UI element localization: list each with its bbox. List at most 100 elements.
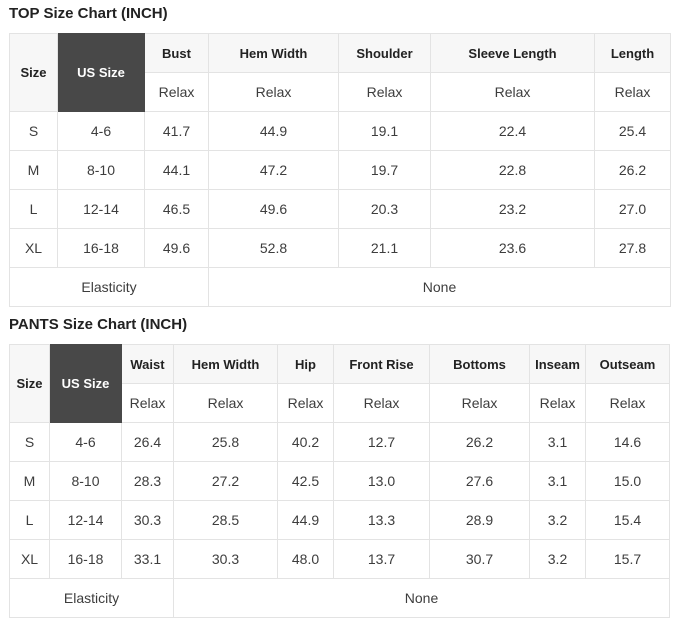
fit-type-cell: Relax — [338, 72, 431, 112]
size-row-s: S 4-6 26.4 25.8 40.2 12.7 26.2 3.1 14.6 — [9, 422, 670, 462]
size-cell: S — [9, 111, 58, 151]
measurement-cell: 46.5 — [144, 189, 209, 229]
fit-type-cell: Relax — [585, 383, 670, 423]
size-row-xl: XL 16-18 33.1 30.3 48.0 13.7 30.7 3.2 15.7 — [9, 539, 670, 579]
measurement-cell: 13.3 — [333, 500, 430, 540]
measurement-cell: 26.2 — [594, 150, 671, 190]
measurement-cell: 3.1 — [529, 461, 586, 501]
column-header-bottoms: Bottoms — [429, 344, 530, 384]
size-cell: M — [9, 461, 50, 501]
fit-type-row: Relax Relax Relax Relax Relax Relax Relax — [10, 383, 670, 423]
measurement-cell: 19.1 — [338, 111, 431, 151]
measurement-cell: 49.6 — [144, 228, 209, 268]
column-header-length: Length — [594, 33, 671, 73]
column-header-hip: Hip — [277, 344, 334, 384]
measurement-cell: 21.1 — [338, 228, 431, 268]
measurement-cell: 44.9 — [208, 111, 339, 151]
column-header-outseam: Outseam — [585, 344, 670, 384]
fit-type-cell: Relax — [208, 72, 339, 112]
elasticity-value-cell: None — [173, 578, 670, 618]
measurement-cell: 26.2 — [429, 422, 530, 462]
elasticity-value-cell: None — [208, 267, 671, 307]
measurement-cell: 41.7 — [144, 111, 209, 151]
us-size-cell: 16-18 — [57, 228, 145, 268]
column-header-shoulder: Shoulder — [338, 33, 431, 73]
size-row-xl: XL 16-18 49.6 52.8 21.1 23.6 27.8 — [9, 228, 671, 268]
size-cell: S — [9, 422, 50, 462]
measurement-cell: 25.8 — [173, 422, 278, 462]
fit-type-cell: Relax — [529, 383, 586, 423]
column-header-hem-width: Hem Width — [173, 344, 278, 384]
fit-type-cell: Relax — [429, 383, 530, 423]
column-header-waist: Waist — [121, 344, 174, 384]
size-cell: XL — [9, 539, 50, 579]
column-header-bust: Bust — [144, 33, 209, 73]
measurement-cell: 40.2 — [277, 422, 334, 462]
us-size-cell: 4-6 — [57, 111, 145, 151]
us-size-cell: 12-14 — [49, 500, 122, 540]
pants-chart-title: PANTS Size Chart (INCH) — [9, 316, 188, 333]
size-cell: XL — [9, 228, 58, 268]
fit-type-cell: Relax — [173, 383, 278, 423]
measurement-cell: 23.2 — [430, 189, 595, 229]
size-row-m: M 8-10 28.3 27.2 42.5 13.0 27.6 3.1 15.0 — [9, 461, 670, 501]
fit-type-cell: Relax — [144, 72, 209, 112]
elasticity-row: Elasticity None — [9, 578, 670, 618]
measurement-cell: 27.0 — [594, 189, 671, 229]
fit-type-cell: Relax — [277, 383, 334, 423]
header-row: Size US Size Bust Hem Width Shoulder Sleeve L… — [9, 33, 671, 112]
measurement-cell: 30.3 — [121, 500, 174, 540]
fit-type-cell: Relax — [121, 383, 174, 423]
size-row-m: M 8-10 44.1 47.2 19.7 22.8 26.2 — [9, 150, 671, 190]
measurement-cell: 15.7 — [585, 539, 670, 579]
us-size-cell: 8-10 — [49, 461, 122, 501]
measurement-cell: 47.2 — [208, 150, 339, 190]
top-size-chart-section: TOP Size Chart (INCH) Size US Size Bust Hem … — [9, 5, 671, 307]
measurement-cell: 42.5 — [277, 461, 334, 501]
size-row-l: L 12-14 46.5 49.6 20.3 23.2 27.0 — [9, 189, 671, 229]
size-cell: L — [9, 189, 58, 229]
size-row-l: L 12-14 30.3 28.5 44.9 13.3 28.9 3.2 15.4 — [9, 500, 670, 540]
pants-size-chart-section: PANTS Size Chart (INCH) Size US Size Waist H… — [9, 316, 670, 618]
measurement-cell: 3.2 — [529, 500, 586, 540]
measurement-cell: 30.7 — [429, 539, 530, 579]
measurement-cell: 44.9 — [277, 500, 334, 540]
measurement-cell: 48.0 — [277, 539, 334, 579]
measurement-cell: 20.3 — [338, 189, 431, 229]
elasticity-row: Elasticity None — [9, 267, 671, 307]
pants-size-table: Size US Size Waist Hem Width Hip Front Rise Bo… — [9, 344, 670, 618]
us-size-cell: 8-10 — [57, 150, 145, 190]
fit-type-cell: Relax — [594, 72, 671, 112]
us-size-cell: 4-6 — [49, 422, 122, 462]
measurement-cell: 15.4 — [585, 500, 670, 540]
measurement-cell: 14.6 — [585, 422, 670, 462]
top-chart-title: TOP Size Chart (INCH) — [9, 5, 168, 22]
fit-type-cell: Relax — [430, 72, 595, 112]
measurement-cell: 25.4 — [594, 111, 671, 151]
measurement-cell: 28.3 — [121, 461, 174, 501]
size-cell: L — [9, 500, 50, 540]
size-cell: M — [9, 150, 58, 190]
elasticity-label-cell: Elasticity — [9, 578, 174, 618]
measurement-cell: 22.8 — [430, 150, 595, 190]
top-size-table: Size US Size Bust Hem Width Shoulder Sleeve L… — [9, 33, 671, 307]
measurement-cell: 3.1 — [529, 422, 586, 462]
measurement-cell: 22.4 — [430, 111, 595, 151]
measurement-cell: 23.6 — [430, 228, 595, 268]
us-size-column-header: US Size — [49, 344, 122, 423]
measurement-cell: 44.1 — [144, 150, 209, 190]
size-row-s: S 4-6 41.7 44.9 19.1 22.4 25.4 — [9, 111, 671, 151]
elasticity-label-cell: Elasticity — [9, 267, 209, 307]
us-size-column-header: US Size — [57, 33, 145, 112]
measurement-cell: 27.8 — [594, 228, 671, 268]
measurement-cell: 13.7 — [333, 539, 430, 579]
fit-type-cell: Relax — [333, 383, 430, 423]
fit-type-row: Relax Relax Relax Relax Relax — [10, 72, 671, 112]
measurement-cell: 30.3 — [173, 539, 278, 579]
measurement-cell: 19.7 — [338, 150, 431, 190]
measurement-cell: 28.5 — [173, 500, 278, 540]
measurement-cell: 3.2 — [529, 539, 586, 579]
measurement-cell: 13.0 — [333, 461, 430, 501]
measurement-cell: 27.6 — [429, 461, 530, 501]
